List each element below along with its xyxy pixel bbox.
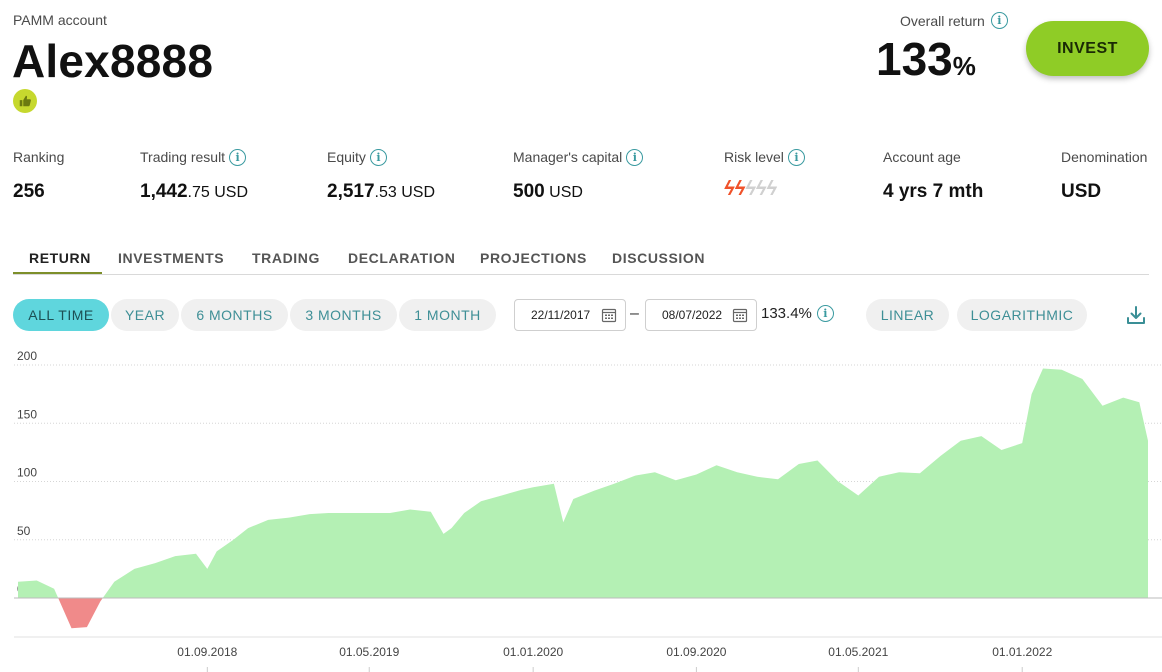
range-year-button[interactable]: YEAR xyxy=(111,299,179,331)
date-to-field[interactable]: 08/07/2022 xyxy=(645,299,757,331)
stat-label: Manager's capital i xyxy=(513,147,644,167)
stat-label: Equity i xyxy=(327,147,435,167)
scale-logarithmic-button[interactable]: LOGARITHMIC xyxy=(957,299,1087,331)
range-all-time-button[interactable]: ALL TIME xyxy=(13,299,109,331)
x-tick-label: 01.05.2019 xyxy=(339,645,399,659)
tab-projections[interactable]: PROJECTIONS xyxy=(480,250,587,266)
tab-discussion[interactable]: DISCUSSION xyxy=(612,250,706,266)
stat-value: 2,517.53 USD xyxy=(327,181,436,202)
stat-label: Account age xyxy=(883,149,961,165)
y-tick-label: 100 xyxy=(17,466,37,480)
invest-button[interactable]: INVEST xyxy=(1026,21,1149,76)
stat-trading-result: Trading result i 1,442.75 USD xyxy=(140,147,248,203)
stat-equity: Equity i 2,517.53 USD xyxy=(327,147,435,203)
info-icon[interactable]: i xyxy=(626,148,644,166)
calendar-icon[interactable] xyxy=(732,307,748,323)
y-tick-label: 200 xyxy=(17,349,37,363)
return-chart[interactable]: 20015010050001.09.201801.05.201901.01.20… xyxy=(0,345,1162,672)
info-icon[interactable]: i xyxy=(229,148,247,166)
x-tick-label: 01.01.2020 xyxy=(503,645,563,659)
overall-return-value: 133% xyxy=(876,33,976,85)
account-name: Alex8888 xyxy=(12,35,214,87)
stat-label: Risk level i xyxy=(724,147,805,167)
stat-label: Ranking xyxy=(13,149,65,165)
thumbs-up-icon xyxy=(13,89,37,113)
tab-return[interactable]: RETURN xyxy=(29,250,91,266)
stat-value: 4 yrs 7 mth xyxy=(883,181,984,202)
x-tick-label: 01.01.2022 xyxy=(992,645,1052,659)
stat-value: 500 USD xyxy=(513,181,583,202)
range-6-months-button[interactable]: 6 MONTHS xyxy=(181,299,288,331)
stat-value: 256 xyxy=(13,181,45,202)
series-area-positive xyxy=(18,368,1148,598)
account-type-label: PAMM account xyxy=(13,12,107,28)
stat-value: USD xyxy=(1061,181,1102,202)
range-1-month-button[interactable]: 1 MONTH xyxy=(399,299,496,331)
stat-label: Denomination xyxy=(1061,149,1148,165)
risk-bolt-active-icon: ϟ xyxy=(724,178,735,200)
tab-trading[interactable]: TRADING xyxy=(252,250,320,266)
info-icon[interactable]: i xyxy=(369,148,387,166)
stat-ranking: Ranking 256 xyxy=(13,147,64,203)
risk-bolt-active-icon: ϟ xyxy=(734,178,746,200)
info-icon[interactable]: i xyxy=(990,12,1008,29)
info-icon[interactable]: i xyxy=(816,305,834,322)
info-icon[interactable]: i xyxy=(787,148,805,166)
tab-bar: RETURN INVESTMENTS TRADING DECLARATION P… xyxy=(13,244,1149,275)
stat-value: 1,442.75 USD xyxy=(140,181,249,202)
stat-label: Trading result i xyxy=(140,147,248,167)
tab-declaration[interactable]: DECLARATION xyxy=(348,250,456,266)
stat-denomination: Denomination USD xyxy=(1061,147,1147,203)
download-icon[interactable] xyxy=(1125,304,1147,326)
date-range-separator: – xyxy=(630,305,639,322)
x-tick-label: 01.05.2021 xyxy=(828,645,888,659)
range-3-months-button[interactable]: 3 MONTHS xyxy=(290,299,397,331)
y-tick-label: 50 xyxy=(17,524,31,538)
y-tick-label: 150 xyxy=(17,407,37,421)
risk-bolt-inactive-icon: ϟ xyxy=(745,178,756,200)
stat-managers-capital: Manager's capital i 500 USD xyxy=(513,147,644,203)
x-tick-label: 01.09.2020 xyxy=(666,645,726,659)
active-tab-indicator xyxy=(13,272,102,274)
stat-account-age: Account age 4 yrs 7 mth xyxy=(883,147,983,203)
scale-linear-button[interactable]: LINEAR xyxy=(866,299,949,331)
risk-bolt-inactive-icon: ϟ xyxy=(755,178,767,200)
overall-return-label: Overall return i xyxy=(900,12,1008,29)
calendar-icon[interactable] xyxy=(601,307,617,323)
period-return: 133.4% i xyxy=(761,305,834,322)
risk-bolt-inactive-icon: ϟ xyxy=(766,178,777,200)
x-tick-label: 01.09.2018 xyxy=(177,645,237,659)
date-from-field[interactable]: 22/11/2017 xyxy=(514,299,626,331)
tab-investments[interactable]: INVESTMENTS xyxy=(118,250,225,266)
